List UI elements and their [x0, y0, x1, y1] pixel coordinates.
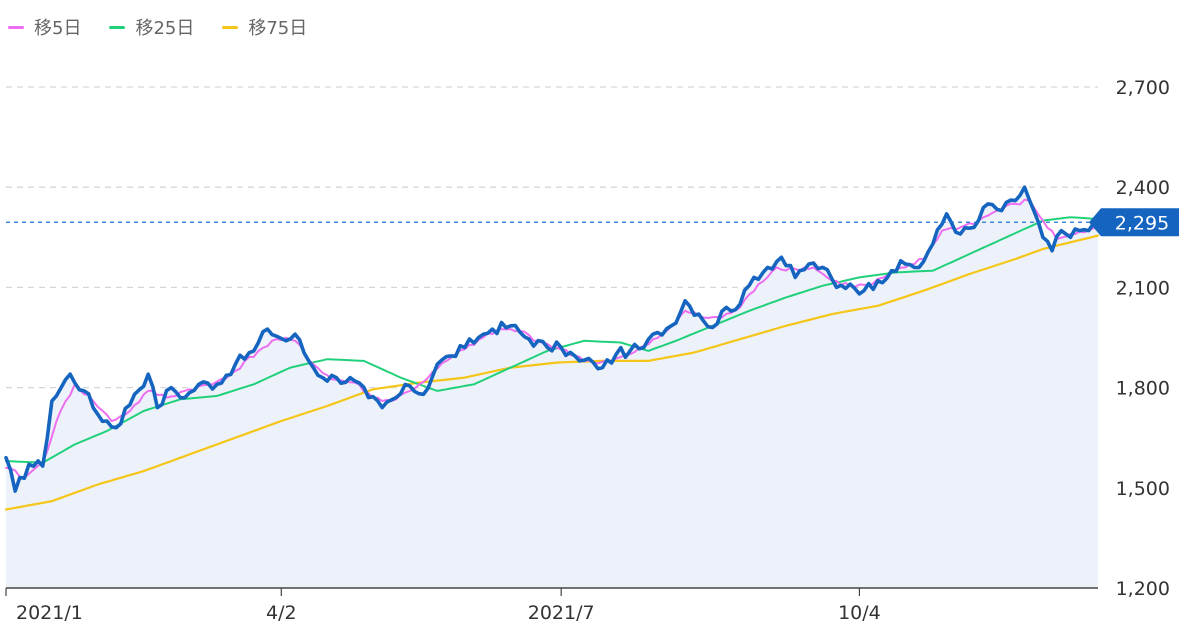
- area-layer: [6, 187, 1098, 588]
- legend-item-ma75[interactable]: 移75日: [222, 14, 307, 40]
- legend-swatch-ma25: [109, 25, 126, 29]
- current-price-tag: [1089, 208, 1179, 237]
- x-tick-label: 2021/7: [528, 602, 595, 624]
- y-tick-label: 2,700: [1116, 77, 1170, 99]
- axis-layer: 2,700 2,400 2,100 1,800 1,500 1,200 2021/1 4/2 2…: [5, 77, 1170, 624]
- y-tick-label: 1,500: [1116, 478, 1170, 500]
- y-tick-label: 1,800: [1116, 378, 1170, 400]
- legend-swatch-ma5: [8, 25, 24, 29]
- current-price-label: 2,295: [1115, 212, 1169, 234]
- legend-label-ma25: 移25日: [135, 18, 195, 39]
- price-layer: [4, 185, 1100, 493]
- y-tick-label: 2,400: [1116, 177, 1170, 199]
- legend-swatch-ma75: [222, 25, 239, 29]
- y-tick-label: 2,100: [1116, 277, 1170, 299]
- ma75-line: [4, 234, 1100, 511]
- price-line: [4, 185, 1100, 493]
- legend: 移5日 移25日 移75日: [8, 14, 307, 40]
- x-tick-label: 2021/1: [16, 602, 83, 624]
- legend-label-ma5: 移5日: [34, 18, 82, 39]
- legend-item-ma5[interactable]: 移5日: [8, 14, 81, 40]
- ma75-layer: [4, 234, 1100, 511]
- marker-layer: 2,295: [6, 208, 1179, 237]
- price-area: [6, 187, 1098, 588]
- legend-label-ma75: 移75日: [248, 18, 308, 39]
- y-tick-label: 1,200: [1116, 578, 1170, 600]
- x-tick-label: 4/2: [266, 602, 297, 624]
- legend-item-ma25[interactable]: 移25日: [109, 14, 194, 40]
- x-tick-label: 10/4: [838, 602, 881, 624]
